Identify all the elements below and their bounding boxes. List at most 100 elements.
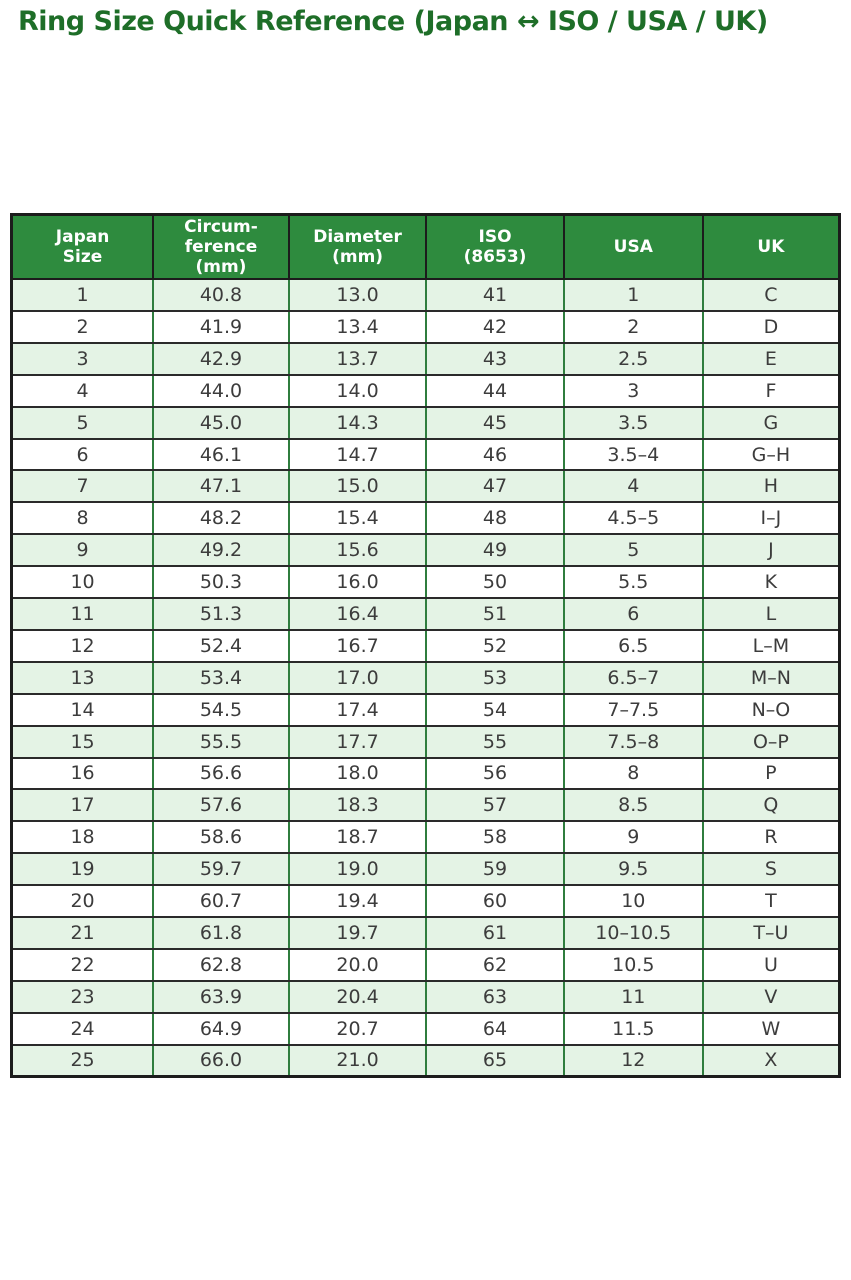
- table-cell: E: [701, 341, 841, 376]
- table-cell: C: [701, 278, 841, 313]
- table-row: 14 54.5 17.4 54 7–7.5 N–O: [10, 692, 841, 727]
- table-cell: 64.9: [152, 1011, 290, 1046]
- table-cell: 4: [562, 469, 704, 504]
- table-row: 3 42.9 13.7 43 2.5 E: [10, 341, 841, 376]
- table-cell: 48: [425, 501, 565, 536]
- table-body: 1 40.8 13.0 41 1 C 2 41.9 13.4 42 2 D 3 42.9 13.7 43 2.5…: [10, 278, 841, 1078]
- table-cell: 51: [425, 597, 565, 631]
- table-cell: F: [701, 373, 841, 408]
- ring-size-table: Japan Size Circum- ference (mm) Diameter (…: [10, 213, 841, 1078]
- table-cell: 56.6: [152, 756, 290, 791]
- table-cell: L: [701, 597, 841, 631]
- table-cell: 51.3: [152, 597, 290, 631]
- table-cell: 20.7: [287, 1011, 428, 1046]
- table-cell: 8.5: [562, 788, 704, 823]
- table-cell: 15.6: [287, 533, 428, 568]
- table-cell: 16.7: [287, 628, 428, 663]
- table-row: 22 62.8 20.0 62 10.5 U: [10, 947, 841, 982]
- table-cell: 6.5: [562, 628, 704, 663]
- table-cell: 42: [425, 310, 565, 344]
- table-row: 13 53.4 17.0 53 6.5–7 M–N: [10, 660, 841, 695]
- table-row: 1 40.8 13.0 41 1 C: [10, 278, 841, 313]
- header-row: Japan Size Circum- ference (mm) Diameter (…: [10, 213, 841, 281]
- table-cell: 59: [425, 852, 565, 887]
- table-cell: G: [701, 405, 841, 440]
- table-cell: 20.4: [287, 979, 428, 1014]
- column-header: Circum- ference (mm): [152, 213, 290, 281]
- column-header: ISO (8653): [425, 213, 565, 281]
- table-cell: 15.0: [287, 469, 428, 504]
- table-cell: 60.7: [152, 884, 290, 918]
- table-cell: 9.5: [562, 852, 704, 887]
- table-row: 23 63.9 20.4 63 11 V: [10, 979, 841, 1014]
- table-cell: 55: [425, 724, 565, 759]
- table-cell: K: [701, 565, 841, 600]
- table-cell: 41: [425, 278, 565, 313]
- table-cell: 64: [425, 1011, 565, 1046]
- table-cell: 11: [562, 979, 704, 1014]
- table-cell: 13.0: [287, 278, 428, 313]
- table-cell: T–U: [701, 915, 841, 950]
- table-cell: 58: [425, 820, 565, 855]
- table-cell: 48.2: [152, 501, 290, 536]
- table-cell: 54: [425, 692, 565, 727]
- table-cell: 50.3: [152, 565, 290, 600]
- table-row: 18 58.6 18.7 58 9 R: [10, 820, 841, 855]
- table-cell: 63: [425, 979, 565, 1014]
- table-cell: 17.7: [287, 724, 428, 759]
- column-header: Diameter (mm): [287, 213, 428, 281]
- table-row: 25 66.0 21.0 65 12 X: [10, 1043, 841, 1078]
- table-cell: 19.0: [287, 852, 428, 887]
- table-row: 11 51.3 16.4 51 6 L: [10, 597, 841, 631]
- table-cell: 20: [10, 884, 155, 918]
- table-cell: 19.7: [287, 915, 428, 950]
- table-cell: 13.7: [287, 341, 428, 376]
- table-cell: 16: [10, 756, 155, 791]
- table-row: 8 48.2 15.4 48 4.5–5 I–J: [10, 501, 841, 536]
- table-cell: 54.5: [152, 692, 290, 727]
- table-cell: 15: [10, 724, 155, 759]
- table-cell: 10.5: [562, 947, 704, 982]
- table-cell: 43: [425, 341, 565, 376]
- table-cell: L–M: [701, 628, 841, 663]
- table-cell: 5: [562, 533, 704, 568]
- table-cell: S: [701, 852, 841, 887]
- table-cell: 9: [10, 533, 155, 568]
- table-cell: 46.1: [152, 437, 290, 472]
- table-cell: 66.0: [152, 1043, 290, 1078]
- table-cell: 17: [10, 788, 155, 823]
- table-cell: 9: [562, 820, 704, 855]
- table-cell: 6: [10, 437, 155, 472]
- table-cell: 58.6: [152, 820, 290, 855]
- table-cell: U: [701, 947, 841, 982]
- table-row: 19 59.7 19.0 59 9.5 S: [10, 852, 841, 887]
- table-cell: 62.8: [152, 947, 290, 982]
- table-cell: 5: [10, 405, 155, 440]
- column-header: UK: [701, 213, 841, 281]
- table-cell: J: [701, 533, 841, 568]
- table-cell: 40.8: [152, 278, 290, 313]
- table-cell: W: [701, 1011, 841, 1046]
- table-cell: 15.4: [287, 501, 428, 536]
- table-cell: 65: [425, 1043, 565, 1078]
- table-cell: 3.5: [562, 405, 704, 440]
- table-cell: 3: [10, 341, 155, 376]
- table-row: 6 46.1 14.7 46 3.5–4 G–H: [10, 437, 841, 472]
- table-cell: 47: [425, 469, 565, 504]
- table-cell: 2.5: [562, 341, 704, 376]
- table-row: 5 45.0 14.3 45 3.5 G: [10, 405, 841, 440]
- table-cell: 56: [425, 756, 565, 791]
- table-cell: 55.5: [152, 724, 290, 759]
- table-cell: 46: [425, 437, 565, 472]
- table-cell: 1: [562, 278, 704, 313]
- table-cell: P: [701, 756, 841, 791]
- table-cell: 11: [10, 597, 155, 631]
- table-cell: 11.5: [562, 1011, 704, 1046]
- table-cell: 41.9: [152, 310, 290, 344]
- table-cell: 14.3: [287, 405, 428, 440]
- table-header: Japan Size Circum- ference (mm) Diameter (…: [10, 213, 841, 281]
- table-cell: 8: [562, 756, 704, 791]
- table-cell: Q: [701, 788, 841, 823]
- table-cell: 6.5–7: [562, 660, 704, 695]
- table-cell: 63.9: [152, 979, 290, 1014]
